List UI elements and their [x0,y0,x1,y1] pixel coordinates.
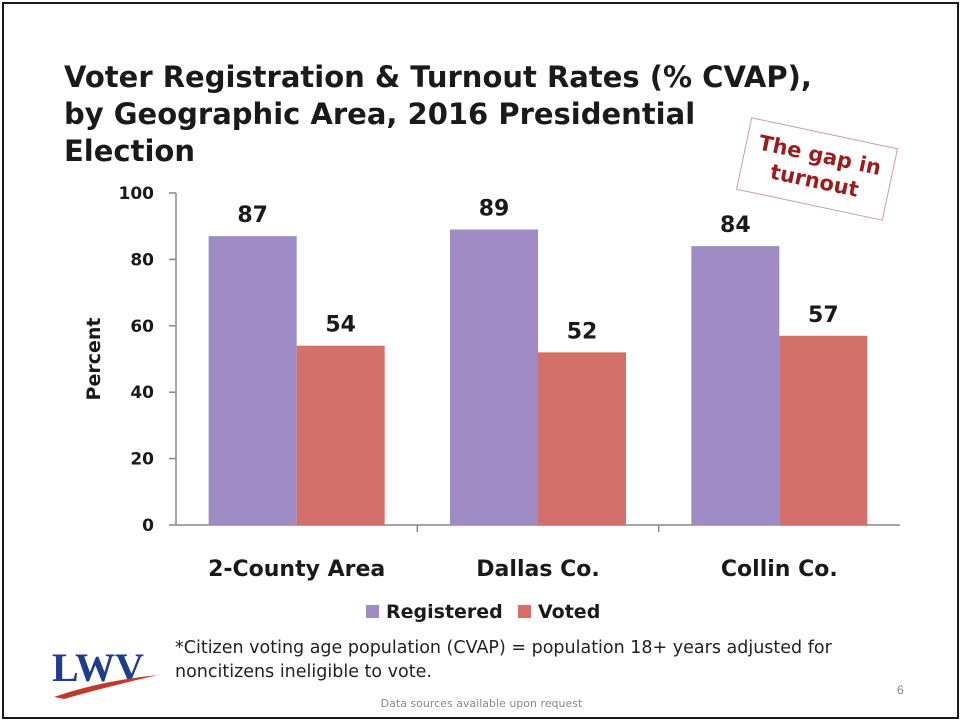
data-label-registered-1: 87 [237,203,268,228]
chart-title: Voter Registration & Turnout Rates (% CV… [64,60,812,168]
legend-swatch-voted [518,605,531,618]
logo-swoosh [54,675,158,699]
y-tick-label: 40 [130,383,154,403]
bar-voted-1 [296,345,385,525]
x-tick-label-2: Dallas Co. [476,557,599,582]
x-tick-label-1: 2-County Area [208,557,385,582]
data-label-voted-2: 52 [567,319,598,344]
bar-voted-2 [538,352,626,525]
legend-label-voted: Voted [538,601,600,623]
data-label-registered-3: 84 [720,213,751,238]
y-tick-label: 100 [119,184,155,204]
footnote: *Citizen voting age population (CVAP) = … [175,638,832,682]
y-tick-label: 0 [142,516,154,536]
y-tick-label: 80 [130,250,154,270]
lwv-logo: LWV [52,645,158,699]
bar-voted-3 [779,335,868,525]
x-tick-label-3: Collin Co. [721,557,838,582]
y-axis-label: Percent [83,318,105,401]
legend-label-registered: Registered [386,601,503,623]
bar-registered-3 [691,246,780,525]
data-sources-note: Data sources available upon request [380,697,583,710]
bar-registered-1 [208,236,297,525]
logo-text: LWV [52,645,144,690]
data-label-registered-2: 89 [479,197,510,222]
legend-swatch-registered [366,605,379,618]
data-label-voted-3: 57 [808,303,839,328]
page-number: 6 [897,683,904,697]
y-tick-label: 60 [130,317,154,337]
y-tick-label: 20 [130,450,154,470]
bar-registered-2 [450,229,538,525]
data-label-voted-1: 54 [325,313,356,338]
